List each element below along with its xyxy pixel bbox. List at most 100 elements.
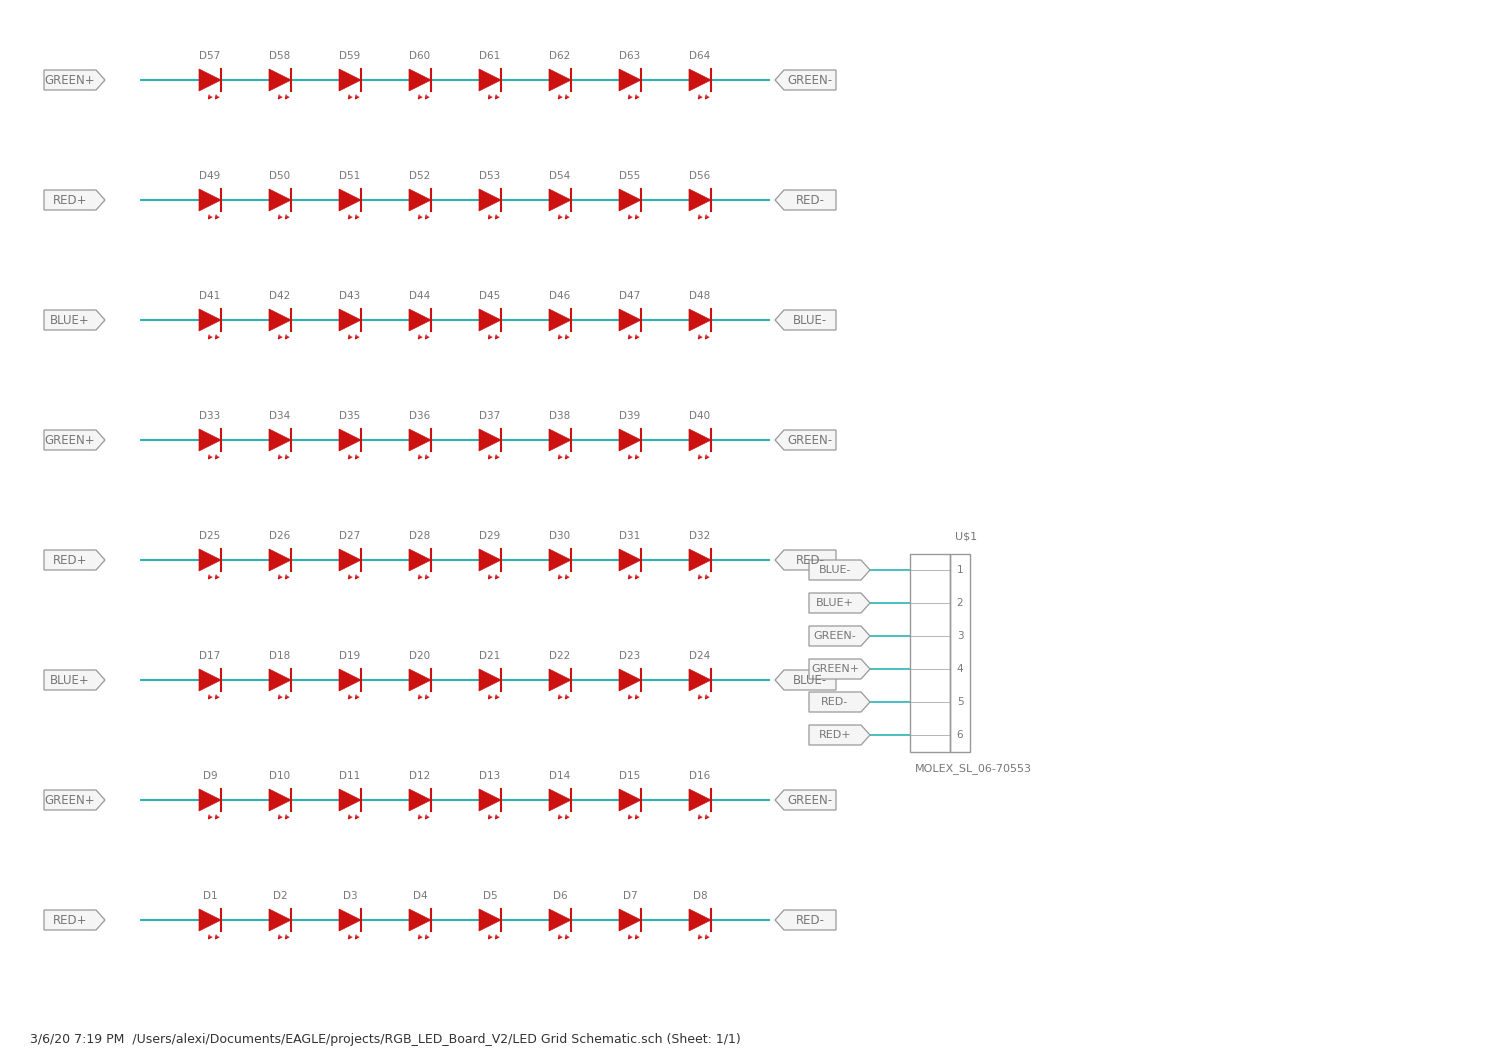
Polygon shape: [549, 309, 570, 331]
Text: BLUE+: BLUE+: [50, 674, 90, 686]
Polygon shape: [269, 549, 291, 571]
Polygon shape: [479, 669, 501, 691]
Polygon shape: [549, 69, 570, 91]
Text: D45: D45: [479, 291, 501, 301]
Text: D64: D64: [689, 51, 710, 60]
Polygon shape: [775, 790, 836, 810]
Text: D34: D34: [269, 411, 291, 421]
Polygon shape: [809, 692, 871, 712]
Polygon shape: [775, 190, 836, 210]
Text: D4: D4: [413, 891, 428, 901]
Polygon shape: [200, 909, 221, 930]
Text: BLUE-: BLUE-: [793, 674, 827, 686]
Text: D17: D17: [200, 651, 221, 661]
Text: D30: D30: [549, 530, 570, 541]
Text: D51: D51: [339, 171, 360, 181]
Bar: [950, 554, 970, 751]
Polygon shape: [689, 909, 711, 930]
Polygon shape: [809, 560, 871, 580]
Polygon shape: [549, 549, 570, 571]
Text: D22: D22: [549, 651, 570, 661]
Polygon shape: [44, 910, 105, 930]
Text: D25: D25: [200, 530, 221, 541]
Text: D48: D48: [689, 291, 710, 301]
Polygon shape: [269, 429, 291, 451]
Bar: [910, 554, 950, 751]
Text: D10: D10: [270, 771, 291, 781]
Text: D35: D35: [339, 411, 360, 421]
Text: 6: 6: [956, 730, 964, 740]
Text: D61: D61: [479, 51, 501, 60]
Text: D2: D2: [273, 891, 287, 901]
Polygon shape: [689, 789, 711, 811]
Polygon shape: [618, 189, 641, 211]
Text: D12: D12: [410, 771, 431, 781]
Text: BLUE+: BLUE+: [817, 598, 854, 608]
Text: D63: D63: [620, 51, 641, 60]
Polygon shape: [549, 789, 570, 811]
Text: 5: 5: [956, 697, 964, 707]
Polygon shape: [775, 430, 836, 450]
Polygon shape: [618, 69, 641, 91]
Text: D16: D16: [689, 771, 710, 781]
Polygon shape: [618, 789, 641, 811]
Polygon shape: [479, 909, 501, 930]
Text: D14: D14: [549, 771, 570, 781]
Text: D3: D3: [342, 891, 357, 901]
Polygon shape: [689, 669, 711, 691]
Text: 3: 3: [956, 631, 964, 641]
Polygon shape: [775, 310, 836, 330]
Text: D41: D41: [200, 291, 221, 301]
Text: D24: D24: [689, 651, 710, 661]
Polygon shape: [200, 549, 221, 571]
Text: D52: D52: [410, 171, 431, 181]
Text: D56: D56: [689, 171, 710, 181]
Text: D32: D32: [689, 530, 710, 541]
Polygon shape: [549, 669, 570, 691]
Text: D62: D62: [549, 51, 570, 60]
Text: D43: D43: [339, 291, 360, 301]
Polygon shape: [689, 429, 711, 451]
Polygon shape: [689, 549, 711, 571]
Text: D36: D36: [410, 411, 431, 421]
Text: D60: D60: [410, 51, 431, 60]
Polygon shape: [775, 910, 836, 930]
Polygon shape: [408, 309, 431, 331]
Polygon shape: [269, 189, 291, 211]
Polygon shape: [339, 789, 362, 811]
Polygon shape: [200, 189, 221, 211]
Text: D50: D50: [270, 171, 291, 181]
Text: BLUE-: BLUE-: [793, 313, 827, 327]
Polygon shape: [618, 549, 641, 571]
Text: GREEN+: GREEN+: [45, 794, 95, 806]
Polygon shape: [408, 69, 431, 91]
Text: D23: D23: [620, 651, 641, 661]
Text: RED-: RED-: [796, 193, 824, 207]
Polygon shape: [44, 790, 105, 810]
Polygon shape: [408, 669, 431, 691]
Text: RED+: RED+: [53, 193, 87, 207]
Polygon shape: [618, 669, 641, 691]
Text: D26: D26: [269, 530, 291, 541]
Text: RED+: RED+: [53, 914, 87, 926]
Text: D9: D9: [203, 771, 218, 781]
Polygon shape: [549, 909, 570, 930]
Polygon shape: [44, 310, 105, 330]
Polygon shape: [200, 309, 221, 331]
Polygon shape: [689, 189, 711, 211]
Text: RED-: RED-: [821, 697, 848, 707]
Text: GREEN-: GREEN-: [788, 434, 833, 447]
Text: RED+: RED+: [53, 554, 87, 567]
Polygon shape: [408, 549, 431, 571]
Polygon shape: [549, 429, 570, 451]
Polygon shape: [339, 669, 362, 691]
Text: D7: D7: [623, 891, 638, 901]
Polygon shape: [408, 189, 431, 211]
Text: D53: D53: [479, 171, 501, 181]
Text: D18: D18: [269, 651, 291, 661]
Polygon shape: [775, 669, 836, 690]
Polygon shape: [44, 550, 105, 570]
Polygon shape: [479, 189, 501, 211]
Text: D57: D57: [200, 51, 221, 60]
Text: D15: D15: [620, 771, 641, 781]
